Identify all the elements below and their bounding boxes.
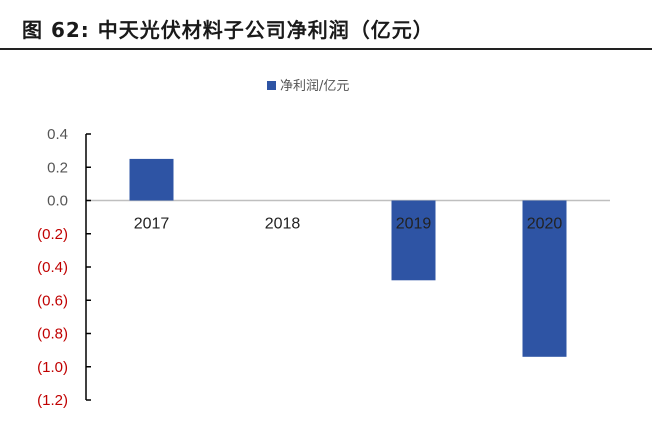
bar-2020 <box>522 200 567 357</box>
x-label-2019: 2019 <box>396 216 432 233</box>
y-ticks-group: 0.4 0.2 0.0 (0.2) (0.4) (0.6) (0.8) (1.0) (1.2) <box>37 126 91 409</box>
bar-2017 <box>129 158 174 201</box>
figure-title: 图 62: 中天光伏材料子公司净利润（亿元） <box>22 18 434 42</box>
x-label-2017: 2017 <box>134 216 170 233</box>
legend-swatch <box>267 81 276 90</box>
y-tick-label: (1.0) <box>37 359 68 376</box>
y-tick-label: (0.2) <box>37 226 68 243</box>
y-tick-label: (0.4) <box>37 259 68 276</box>
y-tick-label: (0.6) <box>37 292 68 309</box>
bar-2019 <box>391 200 436 281</box>
x-label-2020: 2020 <box>527 216 563 233</box>
bars-group <box>129 158 567 357</box>
y-tick-label: 0.4 <box>47 126 68 143</box>
y-tick-label: (1.2) <box>37 392 68 409</box>
x-label-2018: 2018 <box>265 216 301 233</box>
y-tick-label: 0.2 <box>47 159 68 176</box>
y-tick-label: (0.8) <box>37 326 68 343</box>
title-rule <box>0 48 652 50</box>
legend: 净利润/亿元 <box>267 79 349 94</box>
y-tick-label: 0.0 <box>47 193 68 210</box>
legend-label: 净利润/亿元 <box>280 79 349 94</box>
x-labels-group: 2017 2018 2019 2020 <box>134 216 563 233</box>
